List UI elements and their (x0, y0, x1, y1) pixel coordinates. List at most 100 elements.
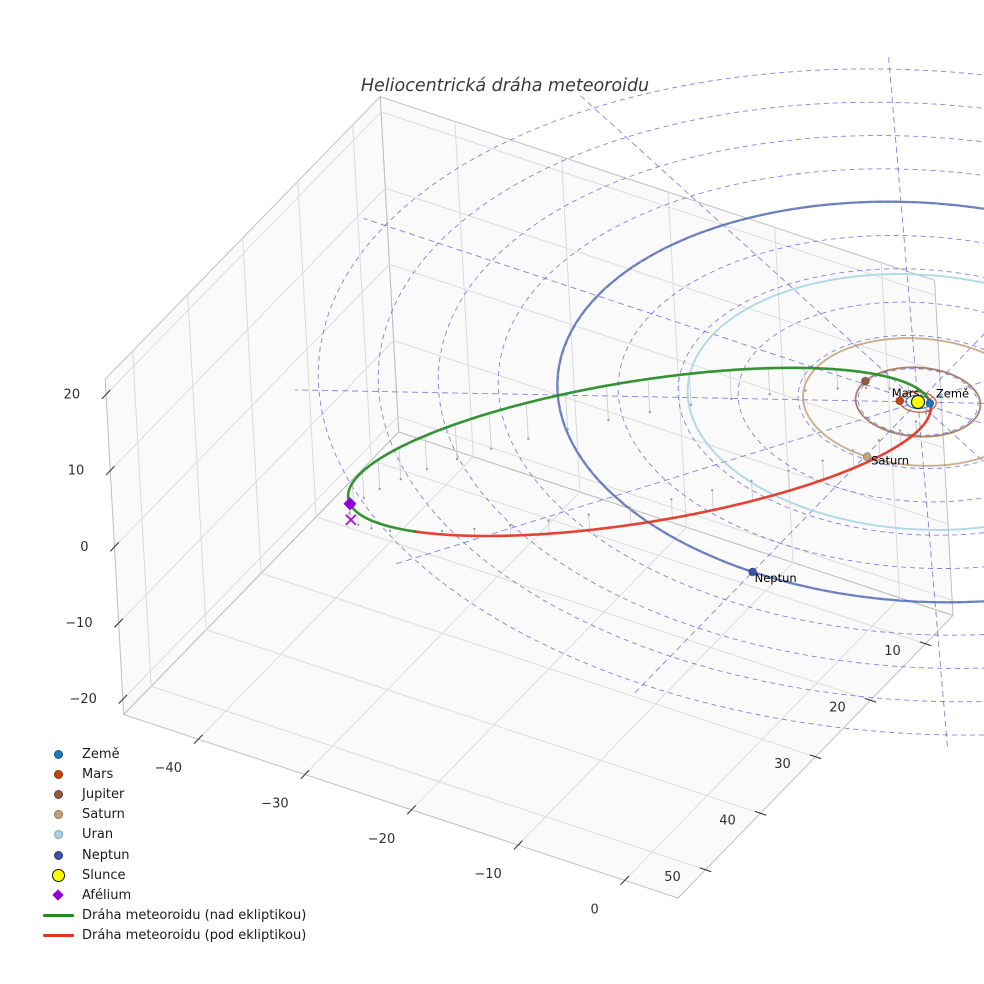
projection-stem (803, 367, 806, 391)
z-axis-tick-label: 0 (80, 540, 88, 555)
projection-stem (915, 421, 917, 433)
projection-dot (378, 487, 381, 491)
ecliptic-grid-circle (497, 168, 984, 636)
projection-stem (454, 424, 458, 460)
projection-dot (836, 387, 839, 390)
planet-label-mars: Mars (892, 386, 920, 400)
legend-label: Afélium (82, 887, 132, 903)
orbit-mars (899, 391, 937, 413)
projection-stem (525, 402, 529, 439)
projection-stem (878, 440, 881, 457)
z-gridline (118, 339, 949, 624)
dot-icon (53, 850, 63, 860)
y-axis-tick-label: 20 (829, 700, 846, 715)
dot-icon (53, 769, 63, 779)
x-gridline (304, 156, 581, 775)
projection-stem (899, 430, 902, 445)
legend-dot-icon (36, 769, 80, 779)
projection-stem (788, 470, 791, 491)
planet-label-neptun: Neptun (755, 571, 797, 585)
planet-dot-saturn (862, 452, 872, 462)
y-axis-tick (754, 810, 767, 816)
legend-item: Mars (36, 764, 306, 784)
dot-icon (53, 749, 63, 759)
planet-dot-jupiter (860, 376, 870, 386)
projection-dot (440, 529, 444, 533)
projection-dot (888, 387, 891, 390)
y-gridline (187, 294, 761, 814)
ecliptic-grid-ray (888, 55, 919, 403)
legend-dot-icon (36, 749, 80, 759)
x-axis-tick-label: −10 (474, 867, 501, 882)
projection-stem (671, 499, 673, 519)
x-axis-tick (300, 769, 310, 780)
projection-dot (490, 447, 493, 450)
z-gridline (122, 416, 953, 700)
legend-item: Afélium (36, 885, 306, 905)
projection-dot (670, 498, 673, 501)
projection-dot (607, 419, 610, 422)
z-axis-tick (109, 542, 120, 552)
legend-line-swatch (36, 934, 80, 938)
y-gridline (297, 181, 871, 701)
y-axis-tick (699, 867, 712, 873)
legend-item: Dráha meteoroidu (pod ekliptikou) (36, 926, 306, 946)
projection-dot (425, 468, 428, 471)
legend-item: Uran (36, 825, 306, 845)
projection-stem (836, 369, 839, 389)
legend-dot-icon (36, 830, 80, 840)
ecliptic-grid-ray (363, 217, 919, 403)
projection-dot (914, 420, 918, 423)
legend-label: Jupiter (82, 786, 125, 802)
legend-label: Saturn (82, 807, 125, 823)
projection-dot (920, 393, 923, 396)
x-axis-tick-label: 0 (591, 902, 599, 917)
legend-label: Neptun (82, 847, 130, 863)
x-axis-tick-label: −20 (368, 832, 395, 847)
legend-label: Dráha meteoroidu (nad ekliptikou) (82, 908, 307, 924)
projection-stem (629, 507, 632, 525)
projection-stem (689, 373, 692, 405)
legend: Země Mars Jupiter Saturn Uran Neptun Slunce Afé… (36, 744, 306, 946)
y-gridline (242, 237, 816, 758)
projection-dot (804, 389, 807, 392)
legend-item: Slunce (36, 865, 306, 885)
orbit-neptun (556, 200, 984, 604)
y-axis-tick-label: 30 (774, 757, 791, 772)
ecliptic-grid-ray (294, 389, 919, 403)
planet-label-saturn: Saturn (871, 454, 909, 468)
z-axis-tick (105, 465, 115, 476)
projection-dot (357, 523, 360, 526)
z-gridline (109, 187, 940, 471)
legend-line-swatch (36, 914, 80, 918)
x-axis-tick (406, 805, 417, 815)
projection-stem (588, 514, 590, 531)
projection-stem (606, 385, 609, 421)
projection-stem (888, 377, 891, 389)
projection-stem (711, 490, 714, 511)
ecliptic-grid-circle (677, 268, 984, 536)
projection-dot (864, 386, 868, 390)
x-axis-tick-label: −40 (155, 761, 182, 776)
projection-stem (424, 435, 428, 470)
planet-dot-mars (895, 396, 905, 406)
ecliptic-grid-ray (917, 401, 948, 749)
sun-marker (910, 394, 926, 410)
projection-dot (821, 459, 824, 462)
projection-dot (348, 512, 351, 515)
x-axis-tick (513, 840, 523, 850)
projection-dot (851, 449, 855, 452)
ecliptic-grid-circle (437, 135, 984, 669)
ecliptic-grid-circle (317, 68, 984, 736)
projection-stem (729, 370, 732, 399)
projection-dot (768, 392, 771, 396)
z-axis-tick (101, 389, 111, 400)
z-gridline (105, 111, 936, 395)
legend-label: Země (82, 746, 120, 762)
y-axis-tick-label: 40 (719, 813, 736, 828)
ecliptic-grid-ray (917, 401, 984, 463)
projection-dot (924, 412, 928, 415)
projection-dot (566, 428, 569, 431)
projection-dot (750, 479, 753, 482)
z-axis-tick (118, 694, 128, 705)
